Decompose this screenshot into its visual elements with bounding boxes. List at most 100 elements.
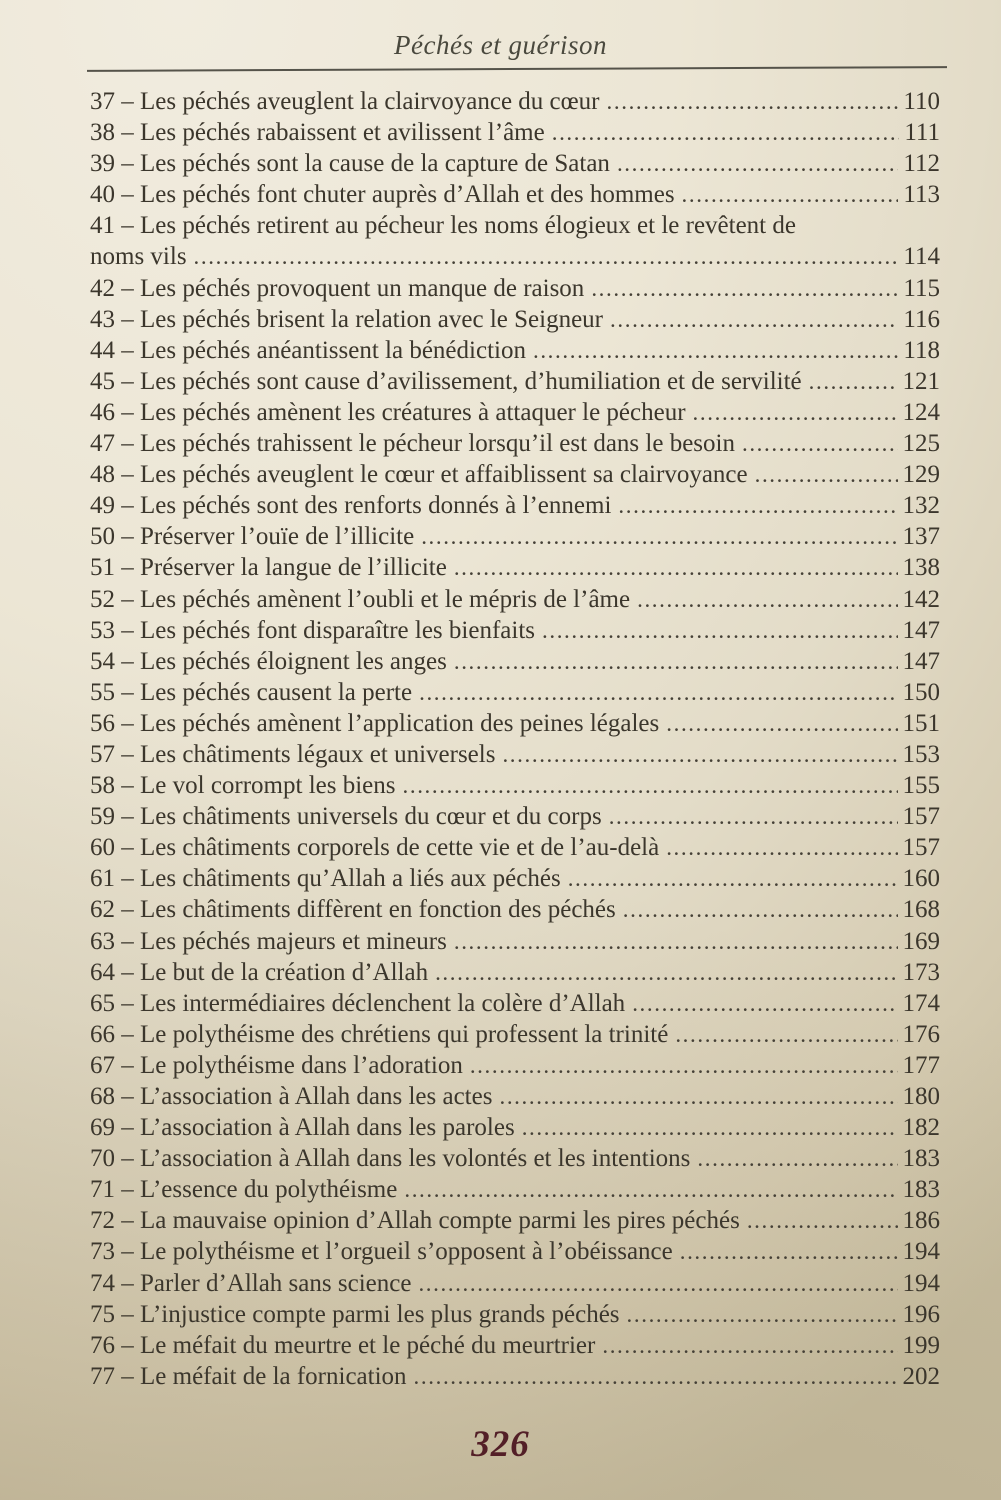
- toc-entry-page: 150: [902, 678, 941, 706]
- toc-entry-label: 62 – Les châtiments diffèrent en fonctio…: [90, 896, 616, 924]
- toc-leader-dots: [552, 119, 900, 147]
- toc-leader-dots: [623, 896, 898, 924]
- toc-entry-page: 147: [902, 616, 941, 644]
- toc-entry: 75 – L’injustice compte parmi les plus g…: [90, 1301, 940, 1332]
- toc-entry-label: 38 – Les péchés rabaissent et avilissent…: [90, 119, 545, 147]
- toc-entry-page: 116: [903, 305, 940, 333]
- toc-leader-dots: [533, 337, 898, 365]
- toc-leader-dots: [414, 1363, 898, 1391]
- toc-leader-dots: [194, 243, 899, 271]
- toc-entry-page: 182: [902, 1114, 941, 1142]
- toc-entry-label: 73 – Le polythéisme et l’orgueil s’oppos…: [90, 1238, 673, 1266]
- toc-leader-dots: [421, 523, 897, 551]
- toc-entry: 76 – Le méfait du meurtre et le péché du…: [90, 1332, 940, 1363]
- toc-entry: 39 – Les péchés sont la cause de la capt…: [90, 150, 940, 181]
- toc-leader-dots: [609, 803, 898, 831]
- toc-leader-dots: [610, 306, 898, 334]
- toc-leader-dots: [680, 1238, 898, 1266]
- toc-entry-label: 59 – Les châtiments universels du cœur e…: [90, 803, 602, 831]
- toc-entry-page: 199: [902, 1331, 941, 1359]
- toc-entry-page: 155: [902, 772, 941, 800]
- toc-entry: 38 – Les péchés rabaissent et avilissent…: [90, 119, 940, 150]
- toc-leader-dots: [618, 492, 897, 520]
- toc-entry-page: 153: [902, 740, 941, 768]
- toc-leader-dots: [404, 1176, 897, 1204]
- toc-entry-label: 58 – Le vol corrompt les biens: [90, 772, 396, 800]
- toc-entry-label: 48 – Les péchés aveuglent le cœur et aff…: [90, 461, 748, 489]
- toc-leader-dots: [747, 1207, 898, 1235]
- toc-entry-page: 118: [903, 336, 940, 364]
- toc-entry-page: 168: [902, 896, 941, 924]
- toc-entry: noms vils 114: [90, 243, 940, 274]
- page-number: 326: [471, 1424, 530, 1465]
- toc-entry: 56 – Les péchés amènent l’application de…: [90, 710, 940, 741]
- toc-entry-label: 46 – Les péchés amènent les créatures à …: [90, 398, 686, 426]
- toc-entry-label: 37 – Les péchés aveuglent la clairvoyanc…: [90, 88, 600, 115]
- toc-entry-label: 68 – L’association à Allah dans les acte…: [90, 1083, 493, 1110]
- toc-entry-label: 52 – Les péchés amènent l’oubli et le mé…: [90, 585, 631, 613]
- toc-entry-label: 54 – Les péchés éloignent les anges: [90, 647, 447, 675]
- toc-entry-page: 186: [902, 1207, 941, 1235]
- toc-entry-page: 124: [902, 398, 941, 426]
- toc-entry: 74 – Parler d’Allah sans science 194: [90, 1270, 940, 1301]
- toc-leader-dots: [666, 710, 897, 738]
- toc-entry-page: 196: [902, 1300, 941, 1328]
- toc-entry: 60 – Les châtiments corporels de cette v…: [90, 834, 940, 865]
- toc-leader-dots: [522, 1114, 898, 1142]
- toc-leader-dots: [418, 1270, 897, 1298]
- toc-leader-dots: [809, 368, 898, 396]
- toc-entry-page: 114: [903, 243, 940, 271]
- toc-entry-label: 63 – Les péchés majeurs et mineurs: [90, 927, 447, 955]
- toc-entry-label: 69 – L’association à Allah dans les paro…: [90, 1114, 515, 1142]
- toc-entry-label: 60 – Les châtiments corporels de cette v…: [90, 834, 660, 862]
- toc-entry: 63 – Les péchés majeurs et mineurs 169: [90, 928, 940, 959]
- toc-entry: 47 – Les péchés trahissent le pécheur lo…: [90, 430, 940, 461]
- toc-entry-page: 194: [902, 1269, 941, 1297]
- toc-entry-label: 70 – L’association à Allah dans les volo…: [90, 1145, 691, 1173]
- toc-entry: 57 – Les châtiments légaux et universels…: [90, 741, 940, 772]
- toc-entry: 77 – Le méfait de la fornication 202: [90, 1363, 940, 1394]
- toc-leader-dots: [632, 990, 897, 1018]
- toc-leader-dots: [607, 88, 899, 116]
- toc-entry: 71 – L’essence du polythéisme 183: [90, 1176, 940, 1207]
- toc-entry-page: 157: [902, 803, 941, 831]
- toc-leader-dots: [637, 586, 897, 614]
- toc-entry-page: 183: [902, 1145, 941, 1173]
- toc-entry-label: 40 – Les péchés font chuter auprès d’All…: [90, 181, 675, 209]
- toc-entry-page: 177: [902, 1051, 941, 1079]
- toc-entry-page: 121: [902, 367, 941, 395]
- toc-leader-dots: [502, 741, 897, 769]
- toc-entry-page: 112: [903, 150, 940, 178]
- toc-entry: 51 – Préserver la langue de l’illicite 1…: [90, 554, 940, 585]
- toc-entry-label: 77 – Le méfait de la fornication: [90, 1362, 407, 1390]
- toc-entry-label: 47 – Les péchés trahissent le pécheur lo…: [90, 430, 735, 458]
- toc-entry-label: 61 – Les châtiments qu’Allah a liés aux …: [90, 865, 561, 893]
- toc-entry-label: 53 – Les péchés font disparaître les bie…: [90, 616, 535, 644]
- toc-entry-label: 56 – Les péchés amènent l’application de…: [90, 709, 660, 737]
- toc-leader-dots: [454, 648, 898, 676]
- toc-entry: 70 – L’association à Allah dans les volo…: [90, 1145, 940, 1176]
- toc-leader-dots: [542, 617, 898, 645]
- toc-entry-label: 39 – Les péchés sont la cause de la capt…: [90, 150, 610, 178]
- toc-entry-page: 174: [902, 989, 941, 1017]
- toc-leader-dots: [693, 399, 898, 427]
- toc-entry: 68 – L’association à Allah dans les acte…: [90, 1083, 940, 1114]
- toc-leader-dots: [454, 554, 898, 582]
- toc-entry-page: 138: [902, 554, 941, 582]
- toc-entry: 49 – Les péchés sont des renforts donnés…: [90, 492, 940, 523]
- toc-entry: 41 – Les péchés retirent au pécheur les …: [90, 212, 940, 243]
- toc-entry-page: 173: [902, 958, 941, 986]
- toc-entry: 50 – Préserver l’ouïe de l’illicite 137: [90, 523, 940, 554]
- toc-entry: 72 – La mauvaise opinion d’Allah compte …: [90, 1207, 940, 1238]
- toc-leader-dots: [617, 150, 898, 178]
- toc-entry: 40 – Les péchés font chuter auprès d’All…: [90, 181, 940, 212]
- toc-leader-dots: [435, 959, 897, 987]
- toc-entry: 73 – Le polythéisme et l’orgueil s’oppos…: [90, 1238, 940, 1269]
- toc-entry-label: 74 – Parler d’Allah sans science: [90, 1269, 412, 1297]
- toc-entry: 55 – Les péchés causent la perte 150: [90, 679, 940, 710]
- toc-entry: 37 – Les péchés aveuglent la clairvoyanc…: [90, 88, 940, 119]
- toc-entry-page: 111: [904, 119, 940, 147]
- toc-entry-page: 113: [903, 181, 940, 209]
- toc-leader-dots: [755, 461, 898, 489]
- toc-entry: 46 – Les péchés amènent les créatures à …: [90, 399, 940, 430]
